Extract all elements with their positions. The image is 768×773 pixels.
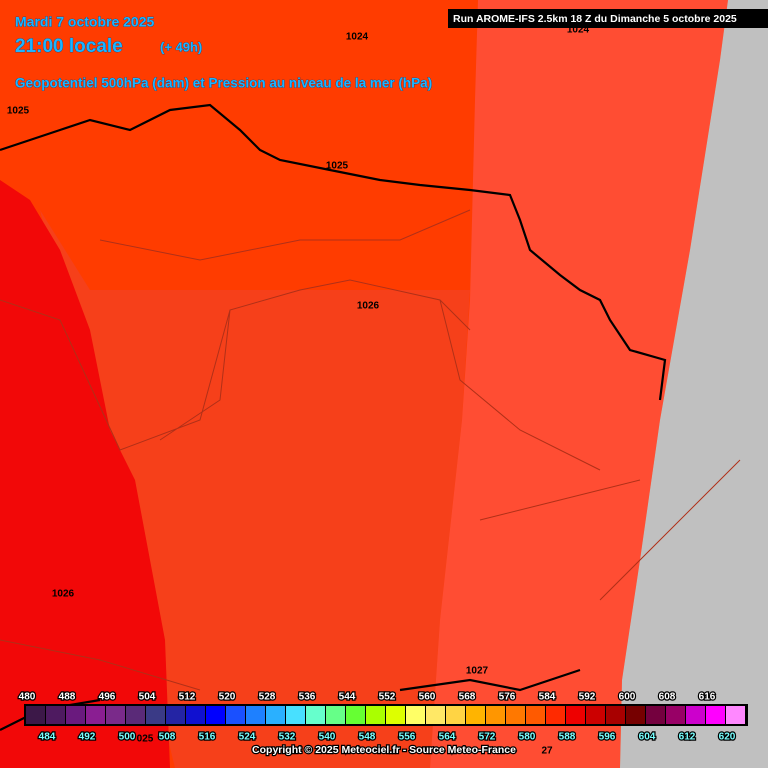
legend-swatch (46, 706, 65, 724)
date: Mardi 7 octobre 2025 (15, 14, 154, 30)
legend-label: 532 (279, 732, 296, 743)
copyright: Copyright © 2025 Meteociel.fr - Source M… (252, 744, 516, 756)
legend-label: 508 (159, 732, 176, 743)
legend-swatch (606, 706, 625, 724)
legend-label: 612 (679, 732, 696, 743)
isobar-label: 025 (137, 734, 154, 745)
legend-label: 600 (619, 692, 636, 703)
legend-label: 588 (559, 732, 576, 743)
isobar-label: 1025 (7, 106, 30, 117)
legend-swatch (166, 706, 185, 724)
legend-label: 584 (539, 692, 556, 703)
legend-swatch (506, 706, 525, 724)
legend-label: 524 (239, 732, 256, 743)
legend-label: 528 (259, 692, 276, 703)
legend-swatch (346, 706, 365, 724)
legend-swatch (526, 706, 545, 724)
field-east (430, 0, 728, 768)
legend-label: 596 (599, 732, 616, 743)
legend-swatch (686, 706, 705, 724)
isobar-label: 1025 (326, 161, 349, 172)
legend-label: 520 (219, 692, 236, 703)
legend-label: 536 (299, 692, 316, 703)
legend-swatch (246, 706, 265, 724)
outside-domain (620, 0, 768, 768)
legend-label: 576 (499, 692, 516, 703)
legend-label: 568 (459, 692, 476, 703)
legend-label: 592 (579, 692, 596, 703)
legend-swatch (706, 706, 725, 724)
legend-swatch (206, 706, 225, 724)
field-west (0, 180, 170, 768)
isobar-label: 27 (541, 746, 553, 757)
legend-label: 580 (519, 732, 536, 743)
legend-label: 484 (39, 732, 56, 743)
legend-swatch (666, 706, 685, 724)
legend-label: 620 (719, 732, 736, 743)
legend-swatch (426, 706, 445, 724)
legend-label: 616 (699, 692, 716, 703)
legend-swatch (366, 706, 385, 724)
legend-label: 544 (339, 692, 356, 703)
field-title: Geopotentiel 500hPa (dam) et Pression au… (15, 76, 432, 91)
legend-swatch (406, 706, 425, 724)
run-label: Run AROME-IFS 2.5km 18 Z du Dimanche 5 o… (453, 13, 737, 25)
isobar-label: 1026 (52, 589, 75, 600)
legend-label: 516 (199, 732, 216, 743)
legend-label: 572 (479, 732, 496, 743)
isobar-label: 1024 (567, 25, 590, 36)
legend-swatch (286, 706, 305, 724)
isobar-label: 1027 (466, 666, 489, 677)
admin-lines (0, 209, 741, 691)
legend-swatch (486, 706, 505, 724)
time: 21:00 locale (15, 36, 123, 57)
country-border (0, 103, 667, 401)
legend-swatch (106, 706, 125, 724)
isobar-label: 1024 (346, 32, 369, 43)
legend-swatch (566, 706, 585, 724)
legend-swatch (146, 706, 165, 724)
legend-label: 540 (319, 732, 336, 743)
legend-swatch (466, 706, 485, 724)
legend-swatch (186, 706, 205, 724)
legend-swatch (306, 706, 325, 724)
isobar-label: 1026 (357, 301, 380, 312)
run-box (448, 9, 768, 28)
legend-swatch (626, 706, 645, 724)
legend-label: 604 (639, 732, 656, 743)
legend-swatch (26, 706, 45, 724)
legend-swatch (386, 706, 405, 724)
legend-swatch (86, 706, 105, 724)
legend-label: 512 (179, 692, 196, 703)
legend-swatch (586, 706, 605, 724)
legend-swatch (646, 706, 665, 724)
legend-swatch (266, 706, 285, 724)
legend-swatch (546, 706, 565, 724)
legend-swatch (446, 706, 465, 724)
legend-label: 548 (359, 732, 376, 743)
legend-swatch (126, 706, 145, 724)
legend-swatch (326, 706, 345, 724)
legend-label: 608 (659, 692, 676, 703)
legend-label: 488 (59, 692, 76, 703)
legend-label: 560 (419, 692, 436, 703)
legend-label: 496 (99, 692, 116, 703)
legend-swatch (726, 706, 745, 724)
legend-label: 564 (439, 732, 456, 743)
legend-label: 492 (79, 732, 96, 743)
legend-swatch (66, 706, 85, 724)
legend-label: 556 (399, 732, 416, 743)
legend-label: 500 (119, 732, 136, 743)
legend-label: 504 (139, 692, 156, 703)
legend-label: 552 (379, 692, 396, 703)
legend-label: 480 (19, 692, 36, 703)
lead: (+ 49h) (160, 39, 202, 54)
legend-swatch (226, 706, 245, 724)
